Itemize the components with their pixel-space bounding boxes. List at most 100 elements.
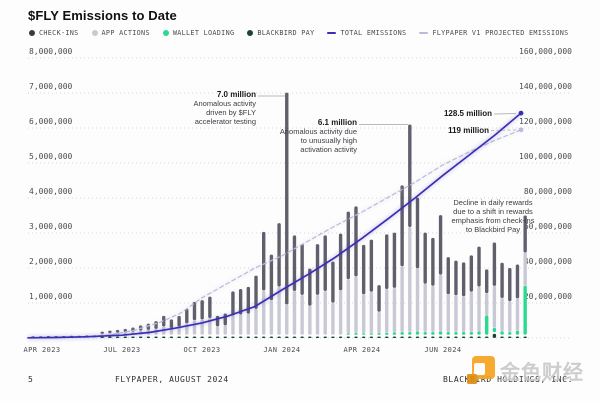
total-emissions-line-icon [327, 31, 337, 35]
annotation-value: 7.0 million [216, 90, 256, 99]
bar-blackbird-pay [408, 336, 412, 338]
left-axis-tick: 7,000,000 [29, 82, 73, 91]
bar-app-actions [361, 294, 366, 334]
bar-blackbird-pay [162, 336, 166, 338]
bar-app-actions [338, 290, 343, 335]
bar-app-actions [461, 296, 466, 332]
legend-item-blackbird-pay: BLACKBIRD PAY [247, 29, 314, 37]
right-axis-tick: 80,000,000 [524, 187, 572, 196]
legend-label: TOTAL EMISSIONS [340, 29, 407, 37]
bar-blackbird-pay [346, 336, 350, 338]
bar-blackbird-pay [377, 336, 381, 338]
left-axis-tick: 6,000,000 [29, 117, 73, 126]
bar-blackbird-pay [369, 336, 374, 338]
bar-app-actions [269, 300, 274, 335]
bar-check-ins [100, 331, 104, 334]
bar-check-ins [515, 264, 520, 299]
bar-check-ins [392, 232, 397, 288]
bar-app-actions [492, 285, 497, 328]
bar-check-ins [469, 255, 474, 292]
bar-app-actions [285, 304, 289, 335]
bar-app-actions [354, 276, 358, 334]
bar-blackbird-pay [115, 336, 120, 338]
bar-app-actions [431, 285, 435, 332]
bar-blackbird-pay [246, 336, 251, 338]
annotation-line: to unusually high [300, 136, 357, 145]
bar-check-ins [361, 244, 366, 295]
bar-app-actions [300, 294, 304, 335]
bar-check-ins [115, 329, 120, 333]
bar-wallet-loading [431, 332, 435, 335]
line-end-marker [518, 127, 524, 133]
bar-blackbird-pay [215, 336, 220, 338]
annotation-total-emissions-value: 128.5 million [402, 109, 492, 118]
bar-check-ins [269, 254, 274, 301]
bar-blackbird-pay [508, 336, 512, 338]
bar-wallet-loading [408, 332, 412, 335]
bar-check-ins [369, 239, 374, 292]
bar-blackbird-pay [292, 336, 297, 338]
bar-check-ins [331, 261, 335, 303]
bar-check-ins [108, 330, 112, 334]
bar-wallet-loading [369, 333, 374, 335]
blackbird-pay-dot-icon [247, 30, 254, 36]
left-axis-tick: 5,000,000 [29, 152, 73, 161]
bar-check-ins [500, 262, 504, 299]
bar-app-actions [169, 328, 174, 335]
bar-app-actions [438, 274, 443, 332]
annotation-line: due to a shift in rewards [453, 207, 533, 216]
left-axis-tick: 2,000,000 [29, 257, 73, 266]
wallet-loading-dot-icon [162, 30, 169, 36]
annotation-projected-value: 119 million [399, 126, 489, 135]
annotation-line: emphasis from check-ins [451, 216, 535, 225]
x-axis-tick: APR 2024 [344, 346, 381, 354]
bar-app-actions [192, 320, 197, 335]
bar-blackbird-pay [446, 336, 450, 338]
bar-check-ins [508, 267, 512, 302]
bar-app-actions [508, 301, 512, 332]
bar-app-actions [446, 294, 450, 332]
bar-app-actions [369, 291, 374, 334]
bar-check-ins [215, 315, 220, 327]
bar-check-ins [254, 275, 258, 309]
bar-blackbird-pay [269, 336, 274, 338]
bar-wallet-loading [454, 332, 458, 335]
bar-blackbird-pay [108, 336, 112, 338]
bar-blackbird-pay [400, 336, 404, 338]
annotation-activation-spike: 6.1 million Anomalous activity due to un… [217, 118, 357, 154]
footer-document-label: FLYPAPER, AUGUST 2024 [115, 375, 229, 384]
bar-blackbird-pay [431, 336, 435, 338]
x-axis-tick: APR 2023 [24, 346, 61, 354]
page-number: 5 [28, 375, 34, 384]
bar-app-actions [100, 333, 104, 335]
app-actions-dot-icon [91, 30, 98, 36]
bar-wallet-loading [354, 333, 358, 335]
bar-blackbird-pay [323, 336, 327, 338]
right-axis-tick: 60,000,000 [524, 222, 572, 231]
legend-item-projected-emissions: FLYPAPER V1 PROJECTED EMISSIONS [419, 29, 568, 37]
bar-check-ins [246, 286, 251, 314]
bar-blackbird-pay [500, 336, 504, 338]
bar-wallet-loading [400, 332, 404, 335]
annotation-value: 128.5 million [443, 109, 492, 118]
bar-blackbird-pay [454, 336, 458, 338]
watermark: 金色财经 [466, 356, 584, 385]
bar-blackbird-pay [423, 336, 427, 338]
annotation-leader-line [493, 113, 517, 115]
bar-blackbird-pay [177, 336, 181, 338]
bar-app-actions [392, 287, 397, 333]
bar-app-actions [254, 308, 258, 335]
bar-app-actions [500, 298, 504, 332]
bar-wallet-loading [492, 327, 497, 333]
bar-blackbird-pay [515, 336, 520, 338]
bar-app-actions [231, 315, 235, 335]
bar-blackbird-pay [231, 336, 235, 338]
annotation-line: driven by $FLY [206, 108, 256, 117]
bar-blackbird-pay [277, 336, 281, 338]
bar-wallet-loading [438, 331, 443, 335]
bar-wallet-loading [346, 333, 350, 335]
annotation-value: 6.1 million [317, 118, 357, 127]
bar-check-ins [277, 223, 281, 287]
bar-app-actions [246, 313, 251, 335]
